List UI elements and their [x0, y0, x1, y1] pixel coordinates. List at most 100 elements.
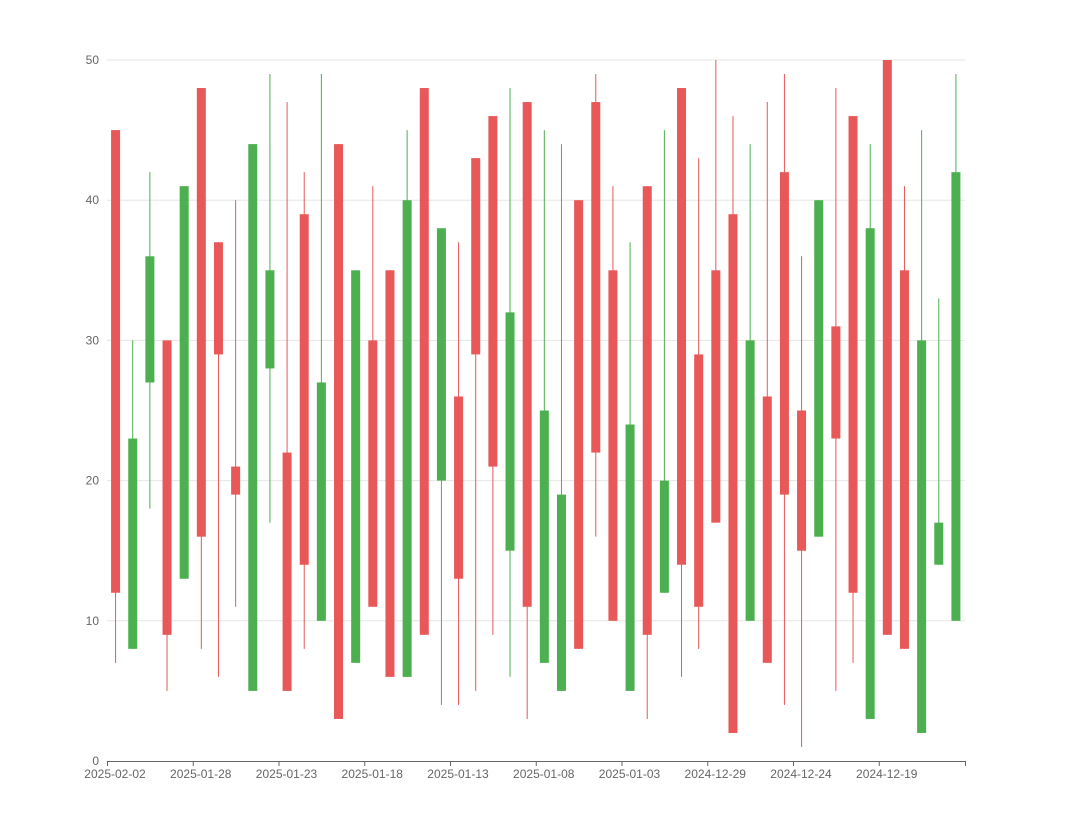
candle-body — [282, 452, 292, 691]
x-tick-label: 2025-01-23 — [256, 767, 318, 781]
candle-body — [677, 88, 687, 565]
candle-body — [231, 466, 241, 495]
candle — [591, 74, 601, 537]
candle — [608, 186, 618, 621]
candle — [951, 74, 961, 621]
candle — [659, 130, 669, 593]
candle — [505, 88, 515, 677]
candle-body — [899, 270, 909, 649]
candle-body — [659, 480, 669, 593]
candle-body — [179, 186, 189, 579]
candle — [642, 186, 652, 719]
candle-body — [196, 88, 206, 537]
y-tick-label: 50 — [86, 53, 100, 67]
candle-body — [402, 200, 412, 677]
x-tick-label: 2025-01-28 — [170, 767, 232, 781]
candle — [196, 88, 206, 649]
candle-body — [711, 270, 721, 523]
candle-body — [145, 256, 155, 383]
x-tick-label: 2024-12-19 — [856, 767, 918, 781]
candle-body — [368, 340, 378, 607]
candle-body — [762, 396, 772, 663]
y-tick-label: 10 — [86, 614, 100, 628]
candle — [848, 116, 858, 663]
candle-body — [694, 354, 704, 607]
candle — [128, 340, 138, 649]
candle — [539, 130, 549, 663]
candle-body — [299, 214, 309, 565]
candle — [402, 130, 412, 677]
candle-body — [814, 200, 824, 537]
candle — [145, 172, 155, 509]
candle — [934, 298, 944, 565]
candle-body — [882, 60, 892, 635]
candle — [899, 186, 909, 649]
candle — [831, 88, 841, 691]
x-tick-label: 2025-01-18 — [342, 767, 404, 781]
candle-body — [934, 522, 944, 565]
candle — [574, 200, 584, 649]
candle — [334, 144, 344, 719]
candle-body — [745, 340, 755, 621]
y-tick-label: 20 — [86, 474, 100, 488]
candle-body — [265, 270, 275, 369]
candle — [488, 116, 498, 635]
candle-body — [505, 312, 515, 551]
candle — [865, 144, 875, 719]
candle — [179, 186, 189, 579]
candle-body — [591, 102, 601, 453]
candle-body — [128, 438, 138, 649]
candle — [797, 256, 807, 747]
candle — [454, 242, 464, 705]
y-tick-label: 30 — [86, 333, 100, 347]
candle-body — [642, 186, 652, 635]
candle-body — [488, 116, 498, 467]
x-tick-label: 2025-01-08 — [513, 767, 575, 781]
candle-body — [522, 102, 532, 607]
candle — [471, 158, 481, 691]
candle-body — [334, 144, 344, 719]
candle-body — [454, 396, 464, 579]
candle-body — [608, 270, 618, 621]
candle — [694, 158, 704, 649]
candle-body — [436, 228, 446, 481]
candle-body — [574, 200, 584, 649]
candle-body — [625, 424, 635, 691]
candle — [368, 186, 378, 607]
candle-body — [111, 130, 121, 593]
candle-body — [797, 410, 807, 551]
candle-body — [351, 270, 361, 663]
x-tick-label: 2025-02-02 — [84, 767, 146, 781]
y-tick-label: 40 — [86, 193, 100, 207]
candle-body — [951, 172, 961, 621]
candle — [265, 74, 275, 523]
candle — [745, 144, 755, 621]
candle-layer — [111, 60, 961, 747]
candle — [677, 88, 687, 677]
candle-body — [831, 326, 841, 439]
candle-body — [848, 116, 858, 593]
candle-body — [471, 158, 481, 355]
x-tick-label: 2025-01-13 — [427, 767, 489, 781]
candle-body — [419, 88, 429, 635]
candle — [625, 242, 635, 691]
candle — [213, 242, 223, 677]
candle — [728, 116, 738, 733]
candle-body — [162, 340, 172, 635]
candle — [299, 172, 309, 649]
x-tick-label: 2025-01-03 — [599, 767, 661, 781]
candle — [111, 130, 121, 663]
candle — [419, 88, 429, 635]
y-tick-label: 0 — [92, 754, 99, 768]
candle-body — [556, 494, 566, 691]
candle — [231, 200, 241, 607]
candle — [385, 270, 395, 677]
candle-body — [248, 144, 258, 691]
candle — [316, 74, 326, 621]
candle — [779, 74, 789, 705]
candle — [522, 102, 532, 719]
candle — [351, 270, 361, 663]
candle — [436, 228, 446, 705]
